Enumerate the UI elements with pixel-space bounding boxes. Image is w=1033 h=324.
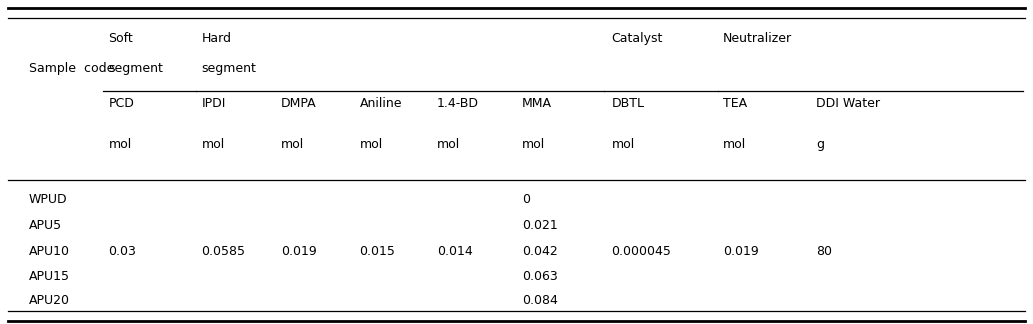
Text: Hard: Hard [201,32,231,45]
Text: IPDI: IPDI [201,97,226,110]
Text: Sample  code: Sample code [29,62,115,75]
Text: DBTL: DBTL [612,97,645,110]
Text: 0.0585: 0.0585 [201,245,246,258]
Text: Aniline: Aniline [359,97,402,110]
Text: mol: mol [437,138,461,151]
Text: APU10: APU10 [29,245,70,258]
Text: 0: 0 [522,193,530,206]
Text: DDI Water: DDI Water [816,97,880,110]
Text: mol: mol [723,138,747,151]
Text: 0.000045: 0.000045 [612,245,671,258]
Text: MMA: MMA [522,97,552,110]
Text: g: g [816,138,824,151]
Text: 80: 80 [816,245,832,258]
Text: TEA: TEA [723,97,747,110]
Text: 0.015: 0.015 [359,245,396,258]
Text: 0.084: 0.084 [522,294,558,307]
Text: Neutralizer: Neutralizer [723,32,792,45]
Text: mol: mol [522,138,545,151]
Text: APU15: APU15 [29,270,70,283]
Text: mol: mol [359,138,383,151]
Text: Catalyst: Catalyst [612,32,663,45]
Text: 0.014: 0.014 [437,245,473,258]
Text: mol: mol [201,138,225,151]
Text: mol: mol [108,138,132,151]
Text: DMPA: DMPA [281,97,316,110]
Text: WPUD: WPUD [29,193,67,206]
Text: 0.042: 0.042 [522,245,558,258]
Text: mol: mol [281,138,305,151]
Text: 0.03: 0.03 [108,245,136,258]
Text: APU20: APU20 [29,294,70,307]
Text: 0.019: 0.019 [281,245,317,258]
Text: Soft: Soft [108,32,133,45]
Text: PCD: PCD [108,97,134,110]
Text: APU5: APU5 [29,219,62,232]
Text: 0.063: 0.063 [522,270,558,283]
Text: segment: segment [108,62,163,75]
Text: segment: segment [201,62,256,75]
Text: mol: mol [612,138,635,151]
Text: 0.019: 0.019 [723,245,759,258]
Text: 1.4-BD: 1.4-BD [437,97,479,110]
Text: 0.021: 0.021 [522,219,558,232]
